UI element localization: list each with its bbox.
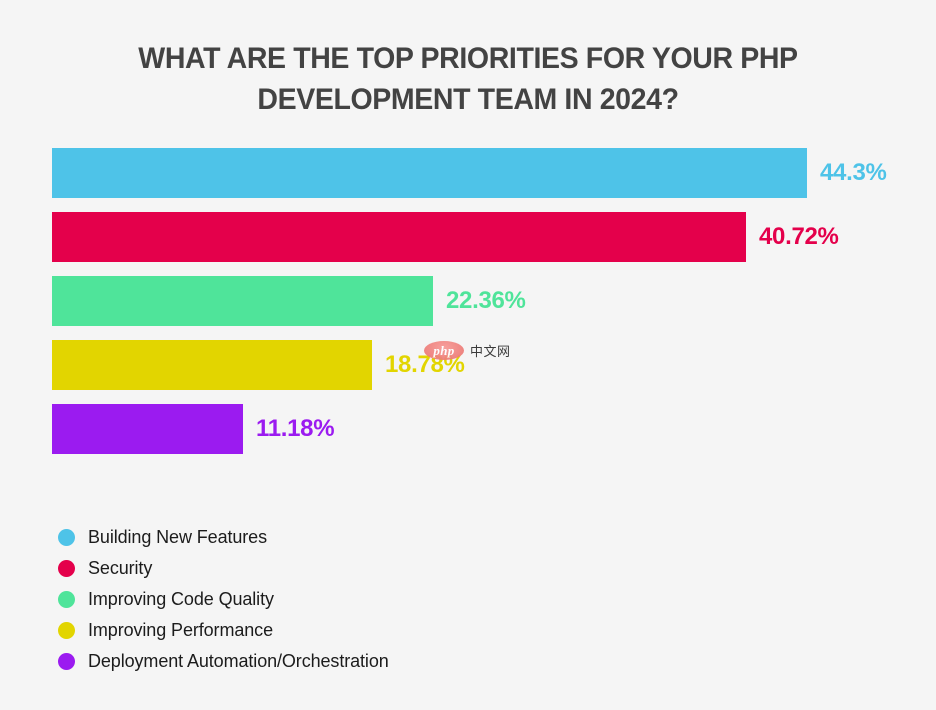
bar-value-label-5: 11.18%: [256, 415, 335, 442]
legend-item-5[interactable]: Deployment Automation/Orchestration: [58, 646, 389, 677]
chart-title-line-1: WHAT ARE THE TOP PRIORITIES FOR YOUR PHP: [138, 42, 798, 75]
bar-value-label-3: 22.36%: [446, 287, 526, 314]
legend-item-1[interactable]: Building New Features: [58, 522, 389, 553]
legend-item-3[interactable]: Improving Code Quality: [58, 584, 389, 615]
watermark-label: 中文网: [470, 345, 511, 360]
legend-swatch-icon: [58, 591, 75, 608]
legend-swatch-icon: [58, 529, 75, 546]
bar-4[interactable]: [52, 340, 372, 390]
legend-item-label: Building New Features: [88, 527, 267, 547]
bar-row: 44.3%: [52, 148, 936, 198]
legend-item-label: Security: [88, 558, 153, 578]
legend-swatch-icon: [58, 653, 75, 670]
bar-row: 22.36%: [52, 276, 593, 326]
bar-value-label-2: 40.72%: [759, 223, 839, 250]
legend-item-label: Improving Performance: [88, 620, 273, 640]
legend-swatch-icon: [58, 560, 75, 577]
legend-item-label: Deployment Automation/Orchestration: [88, 651, 389, 671]
bar-row: 11.18%: [52, 404, 403, 454]
legend-item-2[interactable]: Security: [58, 553, 389, 584]
php-logo-icon: php: [424, 341, 464, 360]
php-watermark: php 中文网: [424, 341, 511, 360]
chart-title-line-2: DEVELOPMENT TEAM IN 2024?: [257, 83, 679, 116]
bar-row: 40.72%: [52, 212, 906, 262]
chart-title: WHAT ARE THE TOP PRIORITIES FOR YOUR PHP…: [126, 38, 810, 120]
bar-5[interactable]: [52, 404, 243, 454]
chart-legend: Building New Features Security Improving C…: [58, 522, 389, 677]
bar-value-label-1: 44.3%: [820, 159, 887, 186]
legend-swatch-icon: [58, 622, 75, 639]
legend-item-4[interactable]: Improving Performance: [58, 615, 389, 646]
bar-3[interactable]: [52, 276, 433, 326]
bar-2[interactable]: [52, 212, 746, 262]
bar-1[interactable]: [52, 148, 807, 198]
bar-chart-plot-area: 44.3% 40.72% 22.36% 18.78% 11.18%: [0, 148, 936, 488]
legend-item-label: Improving Code Quality: [88, 589, 274, 609]
